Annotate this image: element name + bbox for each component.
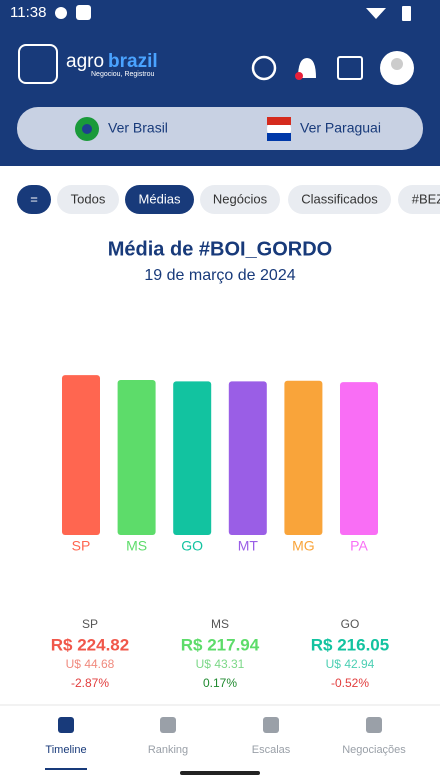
nav-label[interactable]: Negociações xyxy=(342,744,406,756)
logo-first: agro xyxy=(66,51,104,72)
flag-brazil-center xyxy=(82,124,92,134)
toggle-right[interactable]: Ver Paraguai xyxy=(300,120,381,136)
flag-paraguay-red xyxy=(267,117,291,125)
nav-label[interactable]: Ranking xyxy=(148,744,188,756)
logo-second: brazil xyxy=(108,51,158,72)
card-region: SP xyxy=(82,617,98,631)
card-change: 0.17% xyxy=(203,676,237,690)
flag-paraguay-blue xyxy=(267,133,291,141)
nav-icon[interactable] xyxy=(263,717,279,733)
card-change: -0.52% xyxy=(331,676,369,690)
x-tick-label: MG xyxy=(292,538,315,554)
status-time: 11:38 xyxy=(10,4,46,21)
chip-label[interactable]: Médias xyxy=(139,191,181,206)
bell-icon[interactable] xyxy=(298,58,316,78)
nav-icon[interactable] xyxy=(58,717,74,733)
chip-label[interactable]: Todos xyxy=(71,191,106,206)
chip[interactable] xyxy=(398,185,440,214)
avatar-head xyxy=(391,58,403,70)
chip[interactable] xyxy=(200,185,280,214)
chip-label[interactable]: #BEZ xyxy=(412,191,440,206)
chart-title: Média de #BOI_GORDO xyxy=(108,238,333,260)
chip[interactable] xyxy=(288,185,391,214)
home-indicator xyxy=(180,771,260,775)
chip-label[interactable]: Classificados xyxy=(301,191,378,206)
x-tick-label: MS xyxy=(126,538,147,554)
bar xyxy=(228,381,267,535)
card-usd: U$ 42.94 xyxy=(326,657,375,671)
bar xyxy=(117,380,156,535)
chip-row: = Todos Médias Negócios Classificados #BEZ xyxy=(17,185,440,214)
bar xyxy=(284,380,323,535)
chip[interactable] xyxy=(125,185,194,214)
bottom-nav: Timeline Ranking Escalas Negociações xyxy=(45,717,406,756)
x-tick-label: MT xyxy=(238,538,259,554)
x-tick-label: PA xyxy=(350,538,368,554)
chip-label[interactable]: Negócios xyxy=(213,191,268,206)
battery-icon xyxy=(402,6,411,21)
card: MS R$ 217.94 U$ 43.31 0.17% xyxy=(181,617,260,690)
nav-label[interactable]: Timeline xyxy=(45,744,86,756)
x-tick-label: GO xyxy=(181,538,203,554)
card: SP R$ 224.82 U$ 44.68 -2.87% xyxy=(51,617,129,690)
card-region: MS xyxy=(211,617,229,631)
chip[interactable] xyxy=(57,185,119,214)
toggle-bg xyxy=(17,107,423,150)
chart-subtitle: 19 de março de 2024 xyxy=(144,267,295,284)
plot: SP MS GO MT MG PA xyxy=(62,375,378,554)
notification-dot xyxy=(295,72,303,80)
card-usd: U$ 43.31 xyxy=(196,657,245,671)
search-icon[interactable] xyxy=(251,55,277,81)
x-tick-label: SP xyxy=(72,538,91,554)
logo-tagline: Negociou, Registrou xyxy=(91,71,155,78)
card: GO R$ 216.05 U$ 42.94 -0.52% xyxy=(311,617,389,690)
status-icon xyxy=(76,5,91,20)
report-icon[interactable] xyxy=(337,56,363,80)
nav-label[interactable]: Escalas xyxy=(252,744,291,756)
toggle-left[interactable]: Ver Brasil xyxy=(108,120,168,136)
chip[interactable] xyxy=(17,185,51,214)
status-icon xyxy=(55,7,67,19)
nav-icon[interactable] xyxy=(366,717,382,733)
logo-icon xyxy=(18,44,58,84)
bar xyxy=(173,381,212,535)
card-usd: U$ 44.68 xyxy=(66,657,115,671)
bar xyxy=(340,382,378,535)
wifi-icon xyxy=(366,8,386,19)
nav-icon[interactable] xyxy=(160,717,176,733)
nav-indicator xyxy=(45,768,87,770)
chip-label[interactable]: = xyxy=(30,191,38,206)
bar xyxy=(62,375,100,535)
card-price: R$ 224.82 xyxy=(51,635,129,654)
card-price: R$ 216.05 xyxy=(311,635,389,654)
card-price: R$ 217.94 xyxy=(181,635,260,654)
card-change: -2.87% xyxy=(71,676,109,690)
card-region: GO xyxy=(341,617,360,631)
